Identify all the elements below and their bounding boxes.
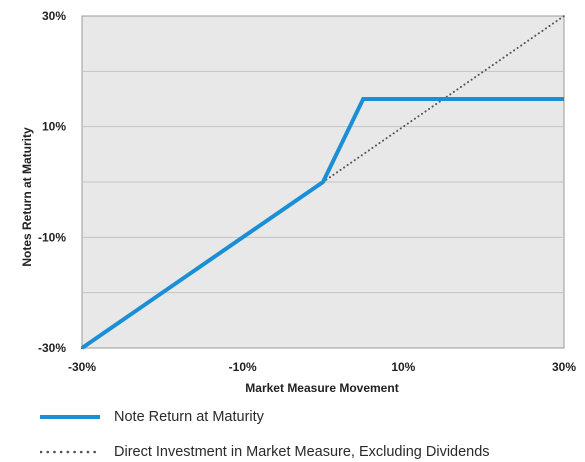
legend-item-note-return: Note Return at Maturity (40, 404, 580, 430)
series-lines (80, 15, 565, 350)
y-tick-label: -10% (38, 230, 66, 244)
x-tick-label: 10% (391, 360, 415, 374)
legend-item-direct-investment: Direct Investment in Market Measure, Exc… (40, 439, 580, 462)
legend-swatch-dotted (40, 450, 100, 454)
x-tick-labels: -30% -10% 10% 30% (68, 360, 576, 374)
legend-label-note-return: Note Return at Maturity (114, 409, 264, 425)
y-axis-title: Notes Return at Maturity (20, 127, 34, 267)
y-tick-labels: 30% 10% -10% -30% (38, 9, 66, 355)
legend: Note Return at Maturity Direct Investmen… (40, 404, 580, 462)
series-line-note-return (80, 97, 564, 350)
x-tick-label: -30% (68, 360, 96, 374)
legend-label-direct-investment: Direct Investment in Market Measure, Exc… (114, 444, 490, 460)
x-tick-label: -10% (229, 360, 257, 374)
y-tick-label: 10% (42, 120, 66, 134)
y-tick-label: 30% (42, 9, 66, 23)
x-tick-label: 30% (552, 360, 576, 374)
y-tick-label: -30% (38, 341, 66, 355)
x-axis-title: Market Measure Movement (245, 381, 398, 395)
legend-swatch-solid (40, 415, 100, 419)
